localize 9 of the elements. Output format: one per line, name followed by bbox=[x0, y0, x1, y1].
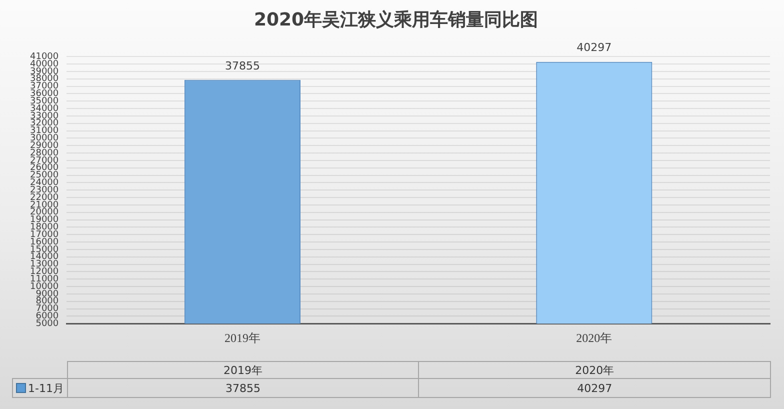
data-label: 37855 bbox=[224, 59, 260, 72]
category-label: 2019年 bbox=[67, 362, 419, 378]
chart-title: 2020年吴江狭义乘用车销量同比图 bbox=[254, 9, 538, 30]
y-tick-label: 5000 bbox=[36, 318, 59, 329]
legend-label: 1-11月 bbox=[28, 382, 64, 394]
data-label: 40297 bbox=[576, 41, 612, 54]
data-label: 37855 bbox=[67, 378, 419, 398]
category-label: 2020年 bbox=[418, 362, 770, 378]
data-label: 40297 bbox=[418, 378, 770, 398]
